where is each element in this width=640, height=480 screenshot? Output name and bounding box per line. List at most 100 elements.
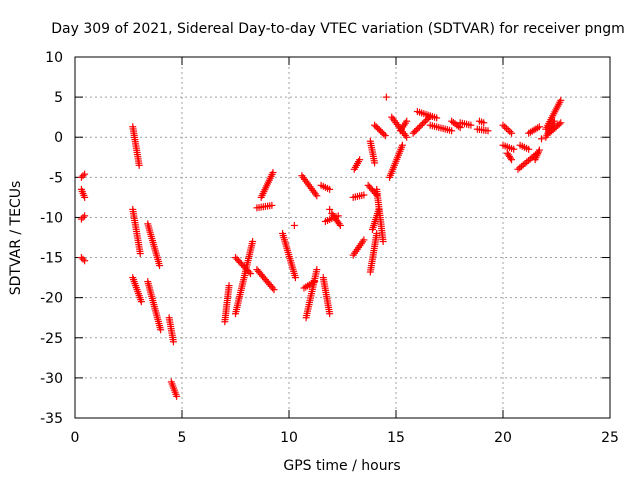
y-tick-label: -20: [40, 291, 63, 307]
data-point: [81, 193, 89, 201]
data-point: [417, 122, 425, 130]
data-point: [372, 123, 380, 131]
data-point: [508, 156, 516, 164]
axis-ticks: 10 5 0 -5 -10 -15 -20 -25 -30 -35 0 5 10 15 20 25: [40, 50, 619, 446]
data-point: [418, 120, 426, 128]
data-point: [550, 117, 558, 125]
plot-area: [74, 56, 611, 419]
data-point: [81, 257, 89, 265]
data-point: [79, 213, 87, 221]
data-point: [242, 265, 250, 273]
data-point: [377, 127, 385, 135]
data-point: [243, 266, 251, 274]
y-tick-label: -10: [40, 210, 63, 226]
chart-title: Day 309 of 2021, Sidereal Day-to-day VTE…: [51, 21, 625, 37]
data-point: [415, 123, 423, 131]
data-point: [499, 121, 507, 129]
data-point: [173, 392, 181, 400]
y-tick-label: -5: [49, 170, 63, 186]
x-axis-label: GPS time / hours: [283, 458, 400, 474]
data-point: [326, 205, 334, 213]
data-point: [414, 125, 422, 133]
data-point: [411, 128, 419, 136]
y-tick-label: 5: [54, 90, 63, 106]
data-point: [245, 268, 253, 276]
data-point: [156, 262, 164, 270]
data-point: [234, 257, 242, 265]
data-point: [237, 260, 245, 268]
data-point: [81, 170, 89, 178]
data-point: [232, 254, 239, 262]
data-point: [538, 135, 546, 143]
data-point: [371, 121, 379, 129]
data-points: [77, 93, 565, 400]
x-tick-label: 5: [178, 430, 187, 446]
x-tick-label: 15: [387, 430, 405, 446]
data-point: [433, 114, 441, 122]
data-point: [269, 169, 277, 177]
data-point: [508, 129, 516, 137]
data-point: [270, 286, 278, 294]
x-tick-label: 20: [494, 430, 512, 446]
data-point: [79, 172, 87, 180]
data-point: [77, 254, 85, 262]
data-point: [409, 129, 417, 137]
data-point: [403, 133, 411, 141]
data-point: [79, 255, 87, 263]
data-point: [137, 298, 145, 306]
data-point: [239, 262, 247, 270]
y-tick-label: 0: [54, 130, 63, 146]
data-point: [336, 221, 344, 229]
data-point: [535, 146, 543, 154]
data-point: [225, 282, 233, 290]
y-tick-label: -35: [40, 411, 63, 427]
data-point: [373, 229, 381, 237]
data-point: [467, 121, 475, 129]
data-point: [454, 122, 462, 130]
data-point: [506, 128, 514, 136]
data-point: [233, 255, 241, 263]
y-tick-label: 10: [45, 50, 63, 66]
data-point: [378, 129, 386, 137]
data-point: [360, 191, 368, 199]
data-point: [335, 220, 343, 228]
data-point: [398, 141, 406, 149]
data-point: [326, 310, 334, 318]
data-point: [246, 270, 254, 278]
data-point: [535, 123, 543, 131]
data-point: [375, 126, 383, 134]
data-point: [169, 338, 177, 346]
data-point: [382, 93, 390, 101]
data-point: [313, 192, 321, 200]
data-point: [423, 115, 431, 123]
data-point: [360, 236, 368, 244]
data-point: [403, 117, 411, 125]
data-point: [268, 201, 276, 209]
data-point: [77, 173, 85, 181]
data-point: [371, 159, 379, 167]
data-point: [480, 119, 488, 127]
y-tick-label: -30: [40, 371, 63, 387]
x-tick-label: 25: [601, 430, 619, 446]
data-point: [290, 221, 298, 229]
y-tick-label: -25: [40, 331, 63, 347]
data-point: [136, 250, 144, 258]
data-point: [412, 126, 420, 134]
data-point: [557, 96, 565, 104]
data-point: [236, 258, 244, 266]
data-point: [510, 145, 518, 153]
data-point: [555, 120, 563, 128]
x-tick-label: 10: [280, 430, 298, 446]
data-point: [81, 212, 89, 220]
x-tick-label: 0: [71, 430, 80, 446]
data-point: [448, 127, 456, 135]
data-point: [269, 284, 277, 292]
data-point: [501, 123, 509, 131]
y-tick-label: -15: [40, 251, 63, 267]
gridlines: [75, 57, 610, 418]
data-point: [356, 156, 364, 164]
data-point: [422, 117, 430, 125]
data-point: [502, 124, 510, 132]
data-point: [374, 124, 382, 132]
